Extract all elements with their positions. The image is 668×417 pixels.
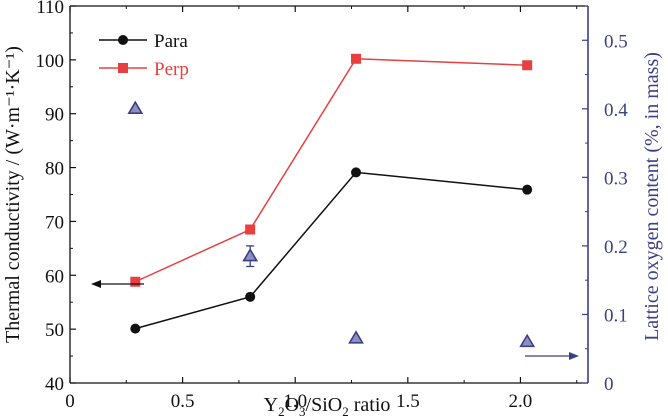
series-layer <box>91 35 579 360</box>
x-tick-label: 0 <box>65 391 75 412</box>
x-axis-title-subscript: 2 <box>342 404 349 417</box>
data-point-para <box>130 323 141 334</box>
series-line-para <box>135 171 528 330</box>
data-point-para <box>351 167 362 178</box>
legend-marker-para <box>118 35 128 45</box>
y-right-tick-label: 0.2 <box>604 237 628 258</box>
y-left-tick-label: 60 <box>45 266 64 287</box>
y-right-axis-title: Lattice oxygen content (%, in mass) <box>641 52 663 341</box>
x-axis-title-subscript: 3 <box>299 404 306 417</box>
data-point-oxygen <box>348 330 364 344</box>
legend-marker-perp <box>118 63 128 73</box>
y-right-tick-label: 0 <box>604 374 614 395</box>
y-right-tick-label: 0.1 <box>604 305 628 326</box>
x-tick-label: 0.5 <box>171 391 195 412</box>
y-left-axis-title: Thermal conductivity / (W·m⁻¹·K⁻¹) <box>2 46 24 343</box>
data-point-perp <box>522 60 533 71</box>
data-point-oxygen <box>127 100 144 115</box>
y-left-tick-label: 50 <box>45 320 64 341</box>
data-point-perp <box>351 53 362 64</box>
data-point-perp <box>245 224 256 235</box>
y-right-tick-label: 0.3 <box>604 168 628 189</box>
data-point-para <box>522 184 533 195</box>
legend-label-perp: Perp <box>154 59 189 80</box>
x-axis-title: Y2O3/SiO2 ratio <box>264 394 391 417</box>
x-axis-title-subscript: 2 <box>278 404 285 417</box>
y-right-tick-label: 0.5 <box>604 31 628 52</box>
x-axis-title-part: O <box>285 394 299 416</box>
right-axis-arrow-head <box>569 352 579 360</box>
axes-layer <box>69 5 589 384</box>
y-left-tick-label: 100 <box>36 51 65 72</box>
legend-label-para: Para <box>154 31 188 52</box>
y-left-tick-label: 80 <box>45 159 64 180</box>
y-left-tick-label: 40 <box>45 374 64 395</box>
y-left-tick-label: 70 <box>45 212 64 233</box>
x-tick-label: 1.5 <box>396 391 420 412</box>
data-point-perp <box>130 276 141 287</box>
x-tick-label: 1.0 <box>283 391 307 412</box>
x-tick-label: 2.0 <box>509 391 533 412</box>
data-point-oxygen <box>519 333 536 348</box>
series-line-perp <box>135 58 528 283</box>
x-axis-title-part: /SiO <box>306 394 343 416</box>
x-axis-title-part: ratio <box>349 394 391 416</box>
y-left-tick-label: 110 <box>36 0 64 18</box>
y-left-tick-label: 90 <box>45 105 64 126</box>
y-right-tick-label: 0.4 <box>604 100 628 121</box>
data-point-para <box>245 291 256 302</box>
data-point-oxygen <box>242 248 259 262</box>
left-axis-arrow-head <box>91 280 101 288</box>
x-axis-title-part: Y <box>264 394 278 416</box>
